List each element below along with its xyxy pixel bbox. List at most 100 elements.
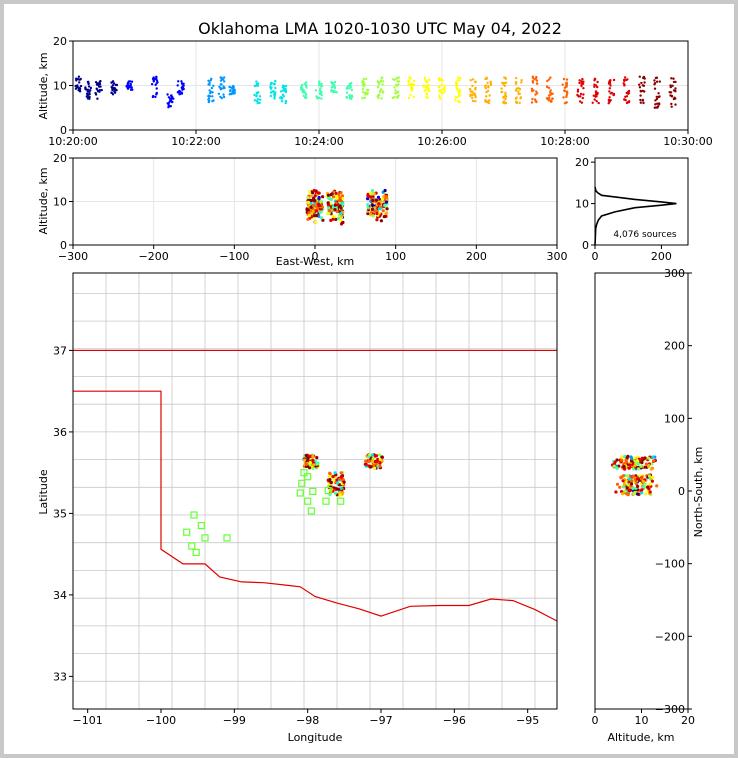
eastwest-point (309, 205, 313, 209)
eastwest-point (377, 207, 381, 211)
altitude-time-point (363, 96, 367, 100)
altitude-time-point (517, 86, 520, 90)
northsouth-point (626, 483, 630, 487)
altitude-time-point (639, 90, 643, 93)
altitude-time-point (130, 86, 133, 89)
altitude-time-point (366, 88, 370, 92)
northsouth-y-tick-label: −300 (655, 703, 685, 716)
northsouth-point (651, 455, 655, 459)
altitude-time-point (563, 86, 567, 90)
altitude-time-point (412, 79, 416, 83)
plan-view-point (363, 462, 367, 466)
altitude-time-point (639, 101, 642, 104)
lma-station-marker (337, 497, 345, 505)
plan-view-point (367, 459, 371, 463)
northsouth-y-tick-label: 0 (678, 485, 685, 498)
altitude-time-point (489, 80, 492, 84)
altitude-time-point (474, 80, 477, 83)
altitude-time-point (638, 75, 641, 78)
altitude-time-point (454, 98, 457, 102)
plan-view-point (327, 475, 332, 479)
altitude-time-point (362, 81, 365, 84)
altitude-time-point (474, 95, 477, 99)
altitude-time-point (576, 93, 579, 97)
altitude-time-point (459, 76, 462, 80)
eastwest-point (366, 202, 370, 207)
northsouth-y-tick-label: 300 (664, 267, 685, 280)
altitude-time-point (98, 81, 101, 84)
altitude-time-point (576, 90, 580, 93)
altitude-time-point (456, 76, 460, 79)
altitude-time-point (484, 98, 487, 102)
eastwest-point (314, 209, 318, 213)
eastwest-point (327, 209, 331, 213)
plan-view-point (335, 487, 339, 491)
longitude-tick-label: −98 (296, 714, 319, 727)
altitude-time-point (318, 81, 321, 85)
altitude-time-point (284, 99, 288, 103)
altitude-time-point (98, 89, 101, 92)
altitude-time-x-tick-label: 10:20:00 (48, 135, 97, 148)
altitude-time-point (609, 84, 612, 87)
altitude-time-point (440, 83, 443, 87)
altitude-time-point (111, 80, 115, 83)
altitude-time-point (182, 84, 185, 87)
altitude-time-point (393, 78, 396, 82)
altitude-time-point (609, 92, 612, 95)
eastwest-point (385, 211, 389, 215)
northsouth-point (640, 488, 644, 492)
northsouth-point (637, 467, 641, 471)
altitude-time-point (152, 78, 156, 82)
altitude-time-point (395, 95, 398, 99)
northsouth-point (625, 456, 629, 460)
eastwest-y-tick-label: 20 (53, 152, 67, 165)
plan-view-point (369, 465, 373, 469)
altitude-time-point (577, 95, 581, 98)
eastwest-point (331, 205, 335, 209)
plan-view-point (336, 481, 340, 485)
eastwest-point (333, 208, 337, 212)
altitude-time-point (669, 91, 673, 94)
altitude-time-point (653, 82, 657, 85)
altitude-time-point (284, 90, 288, 94)
altitude-time-point (654, 103, 657, 106)
altitude-time-ylabel: Altitude, km (37, 52, 50, 119)
altitude-time-point (255, 84, 258, 87)
lma-station-marker (304, 473, 312, 481)
northsouth-point (644, 492, 648, 496)
plan-view-point (342, 480, 346, 484)
altitude-time-point (89, 89, 92, 92)
eastwest-y-tick-label: 10 (53, 196, 67, 209)
altitude-time-point (231, 90, 234, 94)
altitude-time-point (515, 101, 519, 104)
altitude-time-point (547, 94, 551, 97)
plan-view-point (304, 462, 308, 466)
lma-figure: Oklahoma LMA 1020-1030 UTC May 04, 2022 … (37, 19, 713, 744)
plan-view-point (378, 464, 382, 468)
altitude-time-point (638, 83, 641, 86)
plan-view-point (375, 459, 379, 463)
altitude-time-point (504, 93, 507, 97)
altitude-time-point (380, 77, 383, 80)
eastwest-point (381, 209, 385, 213)
northsouth-point (640, 456, 644, 460)
altitude-time-point (549, 89, 552, 92)
altitude-time-point (350, 81, 353, 85)
eastwest-point (309, 194, 314, 198)
altitude-time-point (441, 92, 445, 95)
altitude-time-point (653, 106, 656, 109)
longitude-tick-label: −95 (516, 714, 539, 727)
northsouth-point (614, 490, 618, 494)
altitude-time-point (381, 83, 384, 86)
altitude-time-point (88, 97, 91, 101)
altitude-time-point (641, 99, 645, 102)
altitude-time-point (582, 80, 585, 83)
altitude-time-point (458, 88, 461, 91)
altitude-time-point (427, 84, 430, 87)
northsouth-y-tick-label: −100 (655, 558, 685, 571)
altitude-time-point (422, 85, 425, 88)
altitude-time-point (674, 103, 677, 106)
altitude-time-point (455, 85, 458, 89)
eastwest-point (305, 207, 309, 212)
altitude-time-point (531, 81, 535, 84)
